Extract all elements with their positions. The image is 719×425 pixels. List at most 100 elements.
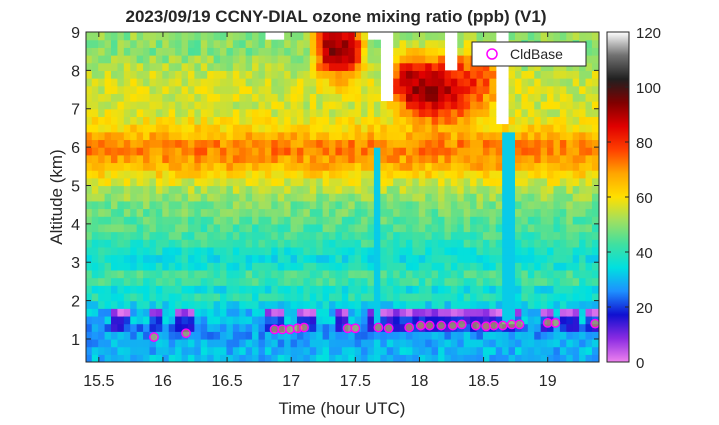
heatmap-cell	[168, 170, 176, 179]
heatmap-cell	[98, 315, 106, 325]
heatmap-cell	[329, 262, 337, 271]
heatmap-cell	[284, 269, 292, 279]
heatmap-cell	[482, 239, 490, 248]
heatmap-cell	[515, 216, 523, 225]
heatmap-cell	[591, 162, 599, 171]
heatmap-cell	[149, 154, 157, 164]
heatmap-cell	[258, 177, 266, 187]
heatmap-cell	[591, 200, 599, 210]
heatmap-cell	[348, 124, 356, 133]
heatmap-cell	[335, 308, 343, 317]
heatmap-cell	[104, 177, 112, 187]
heatmap-cell	[187, 39, 195, 48]
heatmap-cell	[457, 124, 465, 133]
cloud-base-marker	[350, 323, 361, 334]
heatmap-cell	[271, 55, 279, 64]
heatmap-cell	[412, 154, 420, 164]
heatmap-cell	[98, 216, 106, 225]
heatmap-cell	[168, 269, 176, 279]
heatmap-cell	[508, 124, 516, 133]
heatmap-cell	[252, 208, 260, 217]
heatmap-cell	[450, 170, 458, 179]
heatmap-cell	[380, 131, 388, 141]
heatmap-cell	[187, 269, 195, 279]
heatmap-cell	[405, 239, 413, 248]
heatmap-cell	[553, 162, 561, 171]
heatmap-cell	[220, 200, 228, 210]
heatmap-cell	[591, 47, 599, 56]
heatmap-cell	[264, 78, 272, 87]
heatmap-cell	[258, 131, 266, 141]
heatmap-cell	[470, 223, 478, 233]
heatmap-cell	[91, 223, 99, 233]
heatmap-cell	[540, 124, 548, 133]
heatmap-cell	[303, 70, 311, 79]
heatmap-cell	[290, 131, 298, 141]
heatmap-cell	[585, 208, 593, 217]
heatmap-cell	[553, 262, 561, 271]
heatmap-cell	[213, 346, 221, 355]
heatmap-cell	[252, 323, 260, 332]
heatmap-cell	[316, 315, 324, 325]
heatmap-cell	[572, 154, 580, 164]
heatmap-cell	[123, 93, 131, 102]
heatmap-cell	[585, 116, 593, 125]
heatmap-cell	[508, 170, 516, 179]
heatmap-cell	[540, 116, 548, 125]
heatmap-cell	[457, 292, 465, 302]
heatmap-cell	[527, 170, 535, 179]
heatmap-cell	[284, 116, 292, 125]
heatmap-cell	[155, 338, 163, 348]
heatmap-cell	[361, 292, 369, 302]
heatmap-cell	[405, 78, 413, 87]
heatmap-cell	[264, 277, 272, 286]
heatmap-cell	[354, 285, 362, 294]
heatmap-cell	[470, 231, 478, 240]
heatmap-cell	[579, 85, 587, 94]
heatmap-cell	[175, 269, 183, 279]
heatmap-cell	[508, 246, 516, 256]
heatmap-cell	[117, 231, 125, 240]
heatmap-cell	[534, 323, 542, 332]
heatmap-cell	[155, 39, 163, 48]
heatmap-cell	[367, 246, 375, 256]
heatmap-cell	[354, 39, 362, 48]
heatmap-cell	[155, 285, 163, 294]
heatmap-cell	[348, 39, 356, 48]
heatmap-cell	[322, 354, 330, 362]
heatmap-cell	[136, 101, 144, 110]
heatmap-cell	[572, 216, 580, 225]
heatmap-cell	[540, 200, 548, 210]
heatmap-cell	[553, 154, 561, 164]
heatmap-cell	[194, 246, 202, 256]
heatmap-cell	[245, 131, 253, 141]
heatmap-cell	[194, 285, 202, 294]
heatmap-cell	[136, 177, 144, 187]
heatmap-cell	[91, 331, 99, 340]
heatmap-cell	[296, 308, 304, 317]
heatmap-cell	[438, 108, 446, 118]
heatmap-cell	[457, 177, 465, 187]
heatmap-cell	[194, 177, 202, 187]
heatmap-cell	[559, 354, 567, 362]
heatmap-cell	[181, 162, 189, 171]
heatmap-cell	[585, 78, 593, 87]
heatmap-cell	[489, 231, 497, 240]
heatmap-cell	[579, 154, 587, 164]
cloud-base-marker	[149, 332, 159, 342]
heatmap-cell	[476, 300, 484, 309]
heatmap-cell	[361, 323, 369, 332]
heatmap-cell	[168, 70, 176, 79]
heatmap-cell	[111, 246, 119, 256]
heatmap-cell	[405, 338, 413, 348]
heatmap-cell	[579, 185, 587, 194]
heatmap-cell	[277, 338, 285, 348]
heatmap-cell	[136, 308, 144, 317]
heatmap-cell	[521, 223, 529, 233]
heatmap-cell	[482, 231, 490, 240]
heatmap-cell	[354, 85, 362, 94]
heatmap-cell	[264, 315, 272, 325]
heatmap-cell	[258, 254, 266, 263]
heatmap-cell	[380, 346, 388, 355]
